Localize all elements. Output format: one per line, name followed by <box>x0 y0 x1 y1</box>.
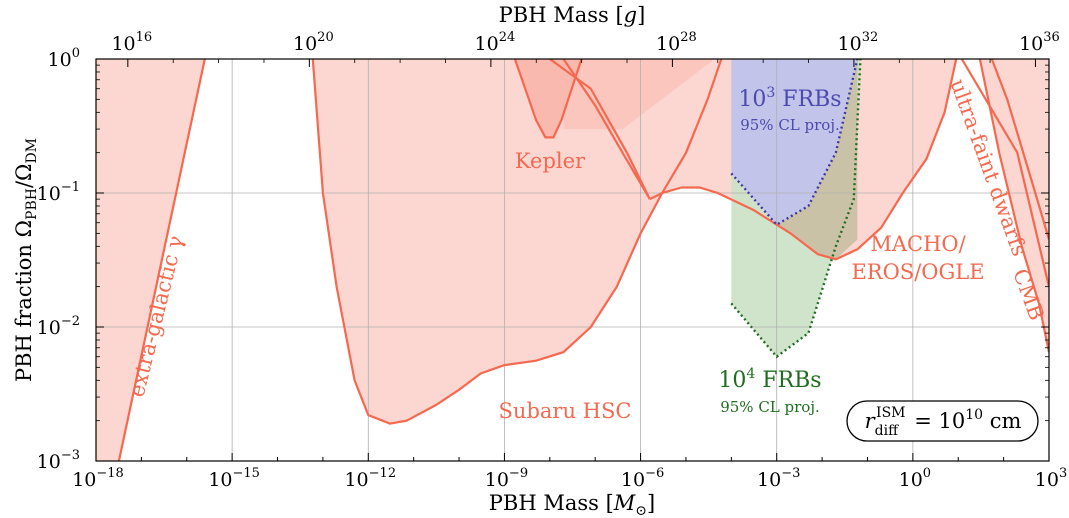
top-tick-label: 1028 <box>656 30 697 55</box>
top-tick-label: 1032 <box>838 30 879 55</box>
label-macho-line1: MACHO/ <box>870 232 966 256</box>
x-tick-label: 10−18 <box>72 466 124 491</box>
top-tick-label: 1020 <box>293 30 334 55</box>
line-macho <box>649 59 958 261</box>
y-axis-title: PBH fraction ΩPBH/ΩDM <box>12 138 40 382</box>
line-kepler <box>513 59 583 139</box>
fill-frb-overlap <box>776 59 858 260</box>
y-tick-label: 100 <box>48 46 80 71</box>
top-tick-label: 1036 <box>1019 30 1060 55</box>
line-microlensing-edge <box>549 59 651 200</box>
svg-text:rdiffISM = 1010 cm: rdiffISM = 1010 cm <box>865 405 1022 439</box>
label-frb-1e3: 103 FRBs <box>738 85 841 112</box>
line-frb-1e4 <box>730 59 862 359</box>
top-tick-label: 1024 <box>475 30 516 55</box>
label-frb-1e4: 104 FRBs <box>718 366 821 393</box>
fill-extragalactic-gamma <box>96 59 205 461</box>
line-ultrafaint-lower <box>960 59 1049 287</box>
y-tick-label: 10−3 <box>37 448 80 473</box>
x-tick-label: 103 <box>1035 466 1067 491</box>
x-tick-label: 10−6 <box>621 466 664 491</box>
rdiff-annotation-box: rdiffISM = 1010 cm <box>846 400 1039 442</box>
line-ultrafaint <box>990 59 1049 240</box>
y-tick-label: 10−1 <box>37 180 80 205</box>
x-tick-label: 10−12 <box>344 466 396 491</box>
label-frb-1e4-cl: 95% CL proj. <box>720 398 820 416</box>
line-kepler-tail <box>562 59 651 200</box>
fill-frb-1e3 <box>731 59 858 225</box>
x-tick-label: 10−9 <box>485 466 528 491</box>
top-tick-label: 1016 <box>111 30 152 55</box>
fill-overlap-dark <box>563 59 715 130</box>
y-tick-label: 10−2 <box>37 314 80 339</box>
line-subaru-hsc <box>311 59 723 425</box>
line-frb-1e3 <box>730 59 859 227</box>
x-axis-title: PBH Mass [M⊙] <box>489 491 655 518</box>
x-tick-label: 100 <box>899 466 931 491</box>
top-x-axis-title: PBH Mass [g] <box>499 3 646 27</box>
label-subaru-hsc: Subaru HSC <box>499 399 632 423</box>
label-frb-1e3-cl: 95% CL proj. <box>740 116 840 134</box>
label-kepler: Kepler <box>515 149 586 173</box>
fill-subaru-hsc <box>312 59 722 424</box>
plot-frame <box>95 58 1050 462</box>
x-tick-label: 10−3 <box>757 466 800 491</box>
line-cmb <box>978 59 1049 353</box>
x-tick-label: 10−15 <box>208 466 260 491</box>
line-extragalactic-gamma <box>117 59 206 461</box>
label-macho-line2: EROS/OGLE <box>851 260 984 284</box>
